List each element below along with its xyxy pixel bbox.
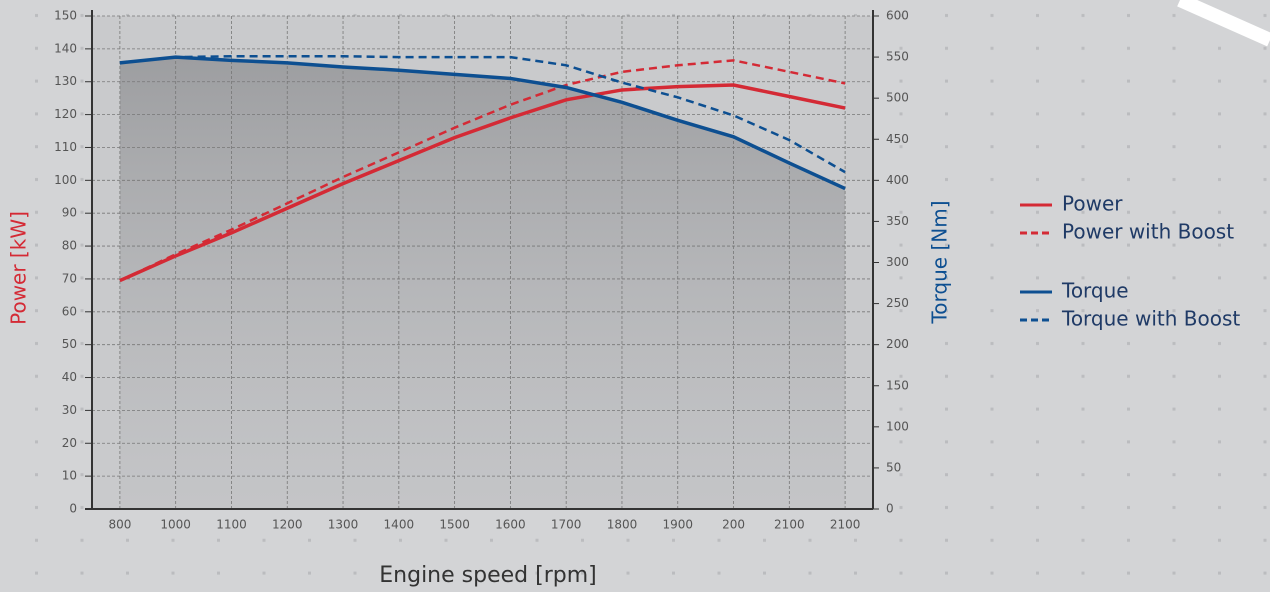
series-line <box>119 55 846 191</box>
y-tick-label: 40 <box>62 370 77 384</box>
x-tick-label: 1700 <box>551 518 582 532</box>
y2-tick-label: 350 <box>886 214 909 228</box>
y-tick-label: 100 <box>54 173 77 187</box>
x-tick-label: 1900 <box>662 518 693 532</box>
y-tick-label: 60 <box>62 304 77 318</box>
x-tick-label: 1400 <box>384 518 415 532</box>
y-tick-label: 0 <box>69 502 77 516</box>
y-tick-label: 150 <box>54 9 77 23</box>
x-tick-label: 2100 <box>830 518 861 532</box>
y2-axis-title: Torque [Nm] <box>928 200 952 324</box>
x-tick-label: 1200 <box>272 518 303 532</box>
y-axis-title: Power [kW] <box>7 211 31 325</box>
series-line <box>119 83 846 283</box>
y2-tick-label: 600 <box>886 9 909 23</box>
x-tick-label: 800 <box>108 518 131 532</box>
y2-tick-label: 400 <box>886 173 909 187</box>
legend-label: Power <box>1062 192 1123 216</box>
y-tick-label: 70 <box>62 271 77 285</box>
legend-label: Torque with Boost <box>1061 307 1240 331</box>
y2-tick-label: 150 <box>886 378 909 392</box>
y2-tick-label: 200 <box>886 337 909 351</box>
y-tick-label: 10 <box>62 469 77 483</box>
x-tick-label: 1100 <box>216 518 247 532</box>
y2-tick-label: 450 <box>886 132 909 146</box>
y-tick-label: 140 <box>54 41 77 55</box>
y2-tick-label: 300 <box>886 255 909 269</box>
x-tick-label: 2100 <box>774 518 805 532</box>
y-tick-label: 20 <box>62 436 77 450</box>
series-line <box>119 55 846 174</box>
y-tick-label: 80 <box>62 239 77 253</box>
y2-tick-label: 0 <box>886 502 894 516</box>
x-tick-label: 200 <box>722 518 745 532</box>
legend-label: Power with Boost <box>1062 220 1234 244</box>
x-tick-label: 1500 <box>439 518 470 532</box>
x-tick-label: 1300 <box>328 518 359 532</box>
y-tick-label: 120 <box>54 107 77 121</box>
y2-tick-label: 100 <box>886 419 909 433</box>
y2-tick-label: 550 <box>886 50 909 64</box>
x-axis-title: Engine speed [rpm] <box>379 563 596 588</box>
y-tick-label: 90 <box>62 206 77 220</box>
series-line <box>119 59 846 282</box>
y-tick-label: 50 <box>62 337 77 351</box>
y2-tick-label: 250 <box>886 296 909 310</box>
y-tick-label: 130 <box>54 74 77 88</box>
y2-tick-label: 50 <box>886 460 901 474</box>
x-tick-label: 1000 <box>160 518 191 532</box>
x-tick-label: 1800 <box>607 518 638 532</box>
area <box>119 57 846 509</box>
y-tick-label: 30 <box>62 403 77 417</box>
decoration <box>1177 0 1270 47</box>
y2-tick-label: 500 <box>886 91 909 105</box>
y-tick-label: 110 <box>54 140 77 154</box>
x-tick-label: 1600 <box>495 518 526 532</box>
legend-label: Torque <box>1061 279 1129 303</box>
